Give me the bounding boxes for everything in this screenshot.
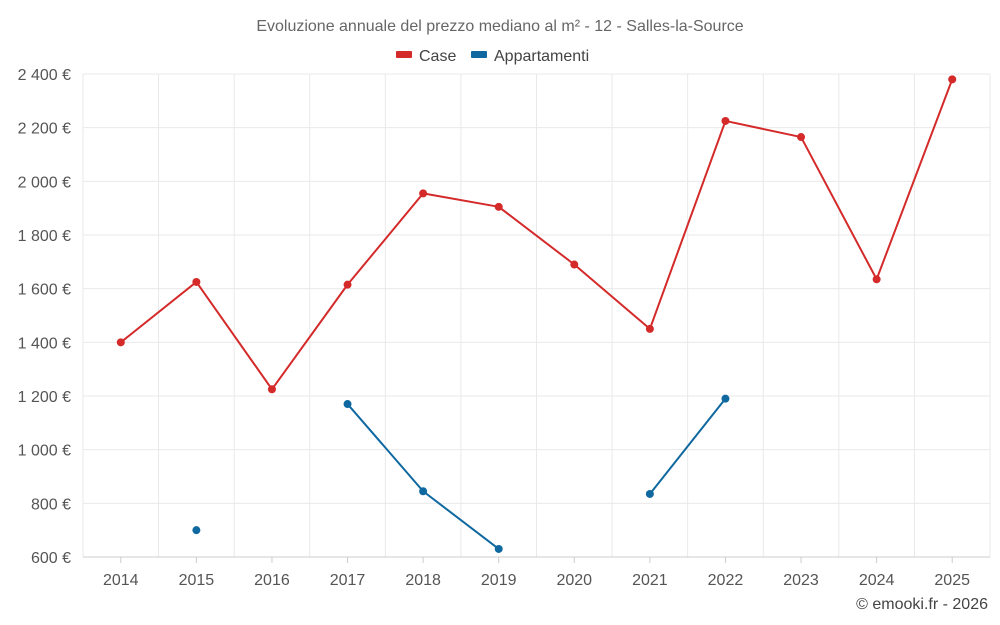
x-tick-label: 2016 xyxy=(254,572,290,589)
data-point-case[interactable] xyxy=(343,280,352,289)
data-point-case[interactable] xyxy=(267,385,276,394)
data-point-case[interactable] xyxy=(192,277,201,286)
x-tick-label: 2023 xyxy=(783,572,819,589)
y-tick-label: 1 600 € xyxy=(18,282,71,299)
data-point-appartamenti[interactable] xyxy=(343,400,352,409)
data-point-case[interactable] xyxy=(116,338,125,347)
data-point-appartamenti[interactable] xyxy=(645,489,654,498)
x-tick-label: 2015 xyxy=(179,572,215,589)
legend-swatch-appartamenti xyxy=(471,51,487,58)
data-point-appartamenti[interactable] xyxy=(721,394,730,403)
legend-item-case[interactable]: Case xyxy=(396,48,456,65)
y-tick-label: 2 200 € xyxy=(18,121,71,138)
y-tick-label: 600 € xyxy=(31,550,71,567)
series-line-appartamenti xyxy=(649,398,727,495)
x-tick-label: 2021 xyxy=(632,572,668,589)
x-tick-label: 2022 xyxy=(708,572,744,589)
y-tick-label: 1 000 € xyxy=(18,443,71,460)
y-tick-label: 1 200 € xyxy=(18,389,71,406)
x-tick-label: 2024 xyxy=(859,572,895,589)
series-case xyxy=(116,75,957,394)
data-point-case[interactable] xyxy=(494,202,503,211)
credit-text: © emooki.fr - 2026 xyxy=(856,596,988,613)
data-point-appartamenti[interactable] xyxy=(494,544,503,553)
legend-label-appartamenti: Appartamenti xyxy=(494,48,589,65)
data-point-case[interactable] xyxy=(721,116,730,125)
y-tick-label: 800 € xyxy=(31,496,71,513)
data-point-case[interactable] xyxy=(645,324,654,333)
x-tick-label: 2018 xyxy=(405,572,441,589)
data-point-appartamenti[interactable] xyxy=(419,487,428,496)
x-tick-label: 2020 xyxy=(556,572,592,589)
x-tick-label: 2017 xyxy=(330,572,366,589)
data-point-appartamenti[interactable] xyxy=(192,526,201,535)
legend[interactable]: Case Appartamenti xyxy=(396,48,589,65)
x-axis: 2014 2015 2016 2017 2018 2019 2020 2021 2022 2023… xyxy=(83,556,990,589)
legend-swatch-case xyxy=(396,51,412,58)
y-tick-label: 2 400 € xyxy=(18,67,71,84)
series-layer xyxy=(116,75,957,553)
y-tick-label: 2 000 € xyxy=(18,174,71,191)
chart-title: Evoluzione annuale del prezzo mediano al… xyxy=(256,18,743,35)
data-point-case[interactable] xyxy=(570,260,579,269)
series-appartamenti xyxy=(192,394,730,553)
y-tick-label: 1 800 € xyxy=(18,228,71,245)
legend-label-case: Case xyxy=(419,48,456,65)
grid xyxy=(82,73,991,558)
data-point-case[interactable] xyxy=(872,275,881,284)
y-tick-label: 1 400 € xyxy=(18,335,71,352)
data-point-case[interactable] xyxy=(948,75,957,84)
x-tick-label: 2025 xyxy=(934,572,970,589)
data-point-case[interactable] xyxy=(797,133,806,142)
series-line-case xyxy=(120,79,954,391)
x-tick-label: 2019 xyxy=(481,572,517,589)
x-tick-label: 2014 xyxy=(103,572,139,589)
series-line-appartamenti xyxy=(346,403,500,550)
data-point-case[interactable] xyxy=(419,189,428,198)
y-axis: 600 € 800 € 1 000 € 1 200 € 1 400 € 1 600 € 1 … xyxy=(18,67,71,567)
legend-item-appartamenti[interactable]: Appartamenti xyxy=(471,48,589,65)
